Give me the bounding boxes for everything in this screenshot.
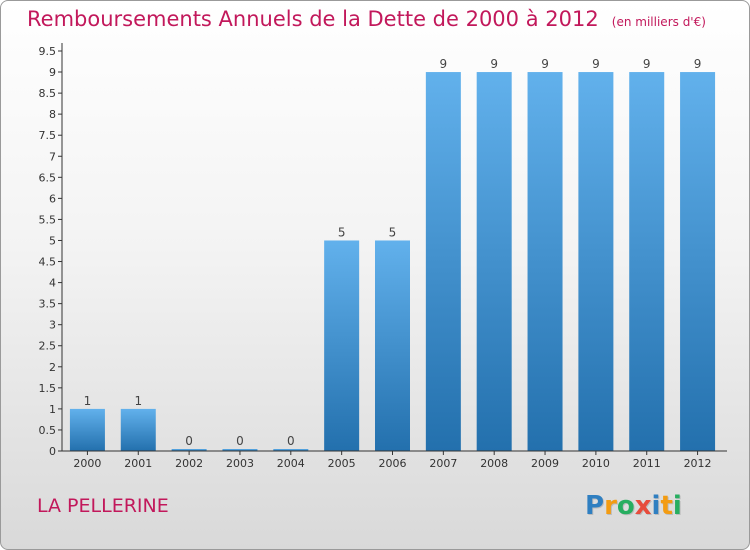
x-tick-label: 2004 bbox=[277, 457, 305, 470]
x-tick-label: 2007 bbox=[429, 457, 457, 470]
y-tick-label: 1 bbox=[49, 403, 56, 416]
y-tick-label: 6 bbox=[49, 192, 56, 205]
y-tick-label: 8 bbox=[49, 108, 56, 121]
y-tick-label: 7 bbox=[49, 150, 56, 163]
chart-subtitle: (en milliers d'€) bbox=[611, 15, 706, 29]
bar-value-label: 1 bbox=[134, 394, 142, 408]
y-tick-label: 4.5 bbox=[39, 256, 57, 269]
bar-2005 bbox=[324, 240, 360, 451]
bar-2004 bbox=[273, 449, 309, 451]
bar-value-label: 5 bbox=[389, 225, 397, 239]
bar-value-label: 1 bbox=[84, 394, 92, 408]
y-tick-label: 9 bbox=[49, 66, 56, 79]
bar-2012 bbox=[680, 72, 716, 451]
y-tick-label: 6.5 bbox=[39, 171, 57, 184]
x-tick-label: 2012 bbox=[684, 457, 712, 470]
bar-value-label: 9 bbox=[440, 57, 448, 71]
y-tick-label: 2.5 bbox=[39, 340, 57, 353]
x-tick-label: 2009 bbox=[531, 457, 559, 470]
bar-value-label: 0 bbox=[287, 434, 295, 448]
logo-letter: x bbox=[634, 491, 652, 521]
bar-2000 bbox=[69, 408, 105, 451]
y-axis: 0 0.5 1 1.5 2 2.5 3 3.5 4 4.5 5 5.5 6 6.5 7 7.5 8 8.5 9 9.5 bbox=[39, 43, 63, 458]
x-tick-label: 2000 bbox=[73, 457, 101, 470]
x-tick-label: 2011 bbox=[633, 457, 661, 470]
logo-letter: t bbox=[660, 491, 673, 521]
chart-title: Remboursements Annuels de la Dette de 20… bbox=[27, 7, 599, 31]
y-tick-label: 3.5 bbox=[39, 298, 57, 311]
x-tick-label: 2005 bbox=[328, 457, 356, 470]
y-tick-label: 8.5 bbox=[39, 87, 57, 100]
bar-2008 bbox=[476, 72, 512, 451]
logo-letter: P bbox=[585, 491, 605, 521]
y-tick-label: 3 bbox=[49, 319, 56, 332]
x-tick-label: 2001 bbox=[124, 457, 152, 470]
x-tick-label: 2008 bbox=[480, 457, 508, 470]
bar-2003 bbox=[222, 449, 258, 451]
bar-value-label: 9 bbox=[490, 57, 498, 71]
x-tick-label: 2003 bbox=[226, 457, 254, 470]
bar-value-label: 0 bbox=[185, 434, 193, 448]
title-row: Remboursements Annuels de la Dette de 20… bbox=[27, 7, 706, 31]
y-tick-label: 2 bbox=[49, 361, 56, 374]
bar-2009 bbox=[527, 72, 563, 451]
commune-name: LA PELLERINE bbox=[37, 495, 169, 517]
bar-value-label: 9 bbox=[694, 57, 702, 71]
y-tick-label: 4 bbox=[49, 277, 56, 290]
y-tick-label: 1.5 bbox=[39, 382, 57, 395]
bar-2007 bbox=[425, 72, 461, 451]
bar-value-label: 0 bbox=[236, 434, 244, 448]
bar-2011 bbox=[629, 72, 665, 451]
logo-letter: i bbox=[651, 491, 661, 521]
y-tick-label: 7.5 bbox=[39, 129, 57, 142]
x-axis: 2000 2001 2002 2003 2004 2005 2006 2007 2008 2009… bbox=[62, 450, 727, 470]
bar-value-label: 9 bbox=[643, 57, 651, 71]
y-tick-label: 5 bbox=[49, 234, 56, 247]
y-tick-label: 0.5 bbox=[39, 424, 57, 437]
x-tick-label: 2006 bbox=[379, 457, 407, 470]
bar-2006 bbox=[375, 240, 410, 451]
bar-2010 bbox=[578, 72, 614, 451]
x-tick-label: 2010 bbox=[582, 457, 610, 470]
proxiti-logo[interactable]: Proxiti bbox=[585, 491, 682, 521]
logo-letter: o bbox=[616, 491, 635, 521]
bar-2002 bbox=[171, 449, 207, 451]
bar-value-label: 9 bbox=[541, 57, 549, 71]
bars-group: 1 1 0 0 0 5 5 9 9 9 9 9 9 bbox=[69, 57, 716, 451]
bar-value-label: 9 bbox=[592, 57, 600, 71]
logo-letter: i bbox=[672, 491, 682, 521]
bar-value-label: 5 bbox=[338, 225, 346, 239]
y-tick-label: 5.5 bbox=[39, 213, 57, 226]
x-tick-label: 2002 bbox=[175, 457, 203, 470]
y-tick-label: 0 bbox=[49, 445, 56, 458]
logo-letter: r bbox=[604, 491, 617, 521]
bar-2001 bbox=[120, 408, 156, 451]
y-tick-label: 9.5 bbox=[39, 45, 57, 58]
